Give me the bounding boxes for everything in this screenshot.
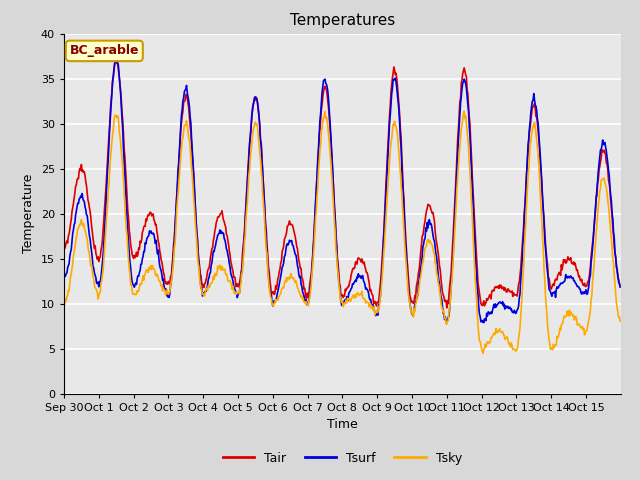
Tair [113, 56, 120, 61]
Tair [126, 233, 134, 239]
Tair [400, 199, 408, 204]
Title: Temperatures: Temperatures [290, 13, 395, 28]
Tair [228, 266, 236, 272]
Tsurf [60, 270, 68, 276]
Line: Tair: Tair [64, 59, 620, 308]
Tsky [60, 304, 68, 310]
Tair [60, 243, 68, 249]
Tsurf [277, 273, 285, 279]
Legend: Tair, Tsurf, Tsky: Tair, Tsurf, Tsky [218, 447, 467, 469]
Tsky [399, 216, 407, 221]
Tsurf [616, 284, 624, 290]
Tsurf [126, 259, 134, 265]
Tsurf [480, 320, 488, 325]
Text: BC_arable: BC_arable [70, 44, 139, 58]
Tsky [276, 291, 284, 297]
Tsurf [113, 57, 120, 63]
Line: Tsurf: Tsurf [64, 60, 620, 323]
Tsurf [228, 275, 236, 281]
Tsky [125, 266, 133, 272]
Tsky [616, 318, 624, 324]
Tair [431, 229, 439, 235]
Tsky [431, 251, 438, 257]
Tsky [255, 141, 263, 146]
X-axis label: Time: Time [327, 418, 358, 431]
Tair [443, 305, 451, 311]
Tsky [460, 108, 468, 114]
Tsurf [431, 245, 439, 251]
Tair [616, 282, 624, 288]
Tair [277, 260, 285, 265]
Tair [256, 122, 264, 128]
Y-axis label: Temperature: Temperature [22, 174, 35, 253]
Line: Tsky: Tsky [64, 111, 620, 353]
Tsurf [256, 123, 264, 129]
Tsurf [400, 207, 408, 213]
Tsky [479, 350, 487, 356]
Tsky [228, 282, 236, 288]
